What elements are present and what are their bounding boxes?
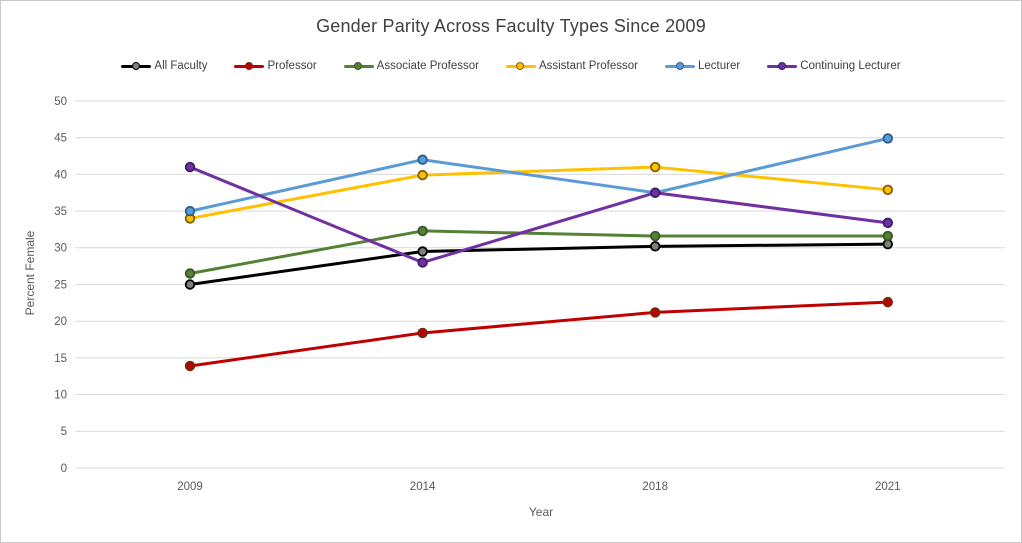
x-tick-label: 2014 — [410, 481, 436, 493]
marker-associate-professor-2009 — [184, 268, 196, 279]
marker-lecturer-2014 — [417, 154, 428, 165]
legend-swatch-icon — [505, 61, 536, 71]
marker-professor-2018 — [650, 307, 661, 318]
x-tick-label: 2018 — [642, 481, 668, 493]
marker-associate-professor-2021 — [882, 230, 894, 242]
legend-swatch-icon — [665, 61, 696, 71]
legend-label: All Faculty — [154, 60, 208, 72]
legend-item-continuing-lecturer: Continuing Lecturer — [767, 60, 901, 72]
marker-associate-professor-2014 — [417, 225, 428, 237]
marker-continuing-lecturer-2014 — [417, 257, 428, 268]
y-tick-label: 35 — [54, 206, 67, 218]
legend-label: Continuing Lecturer — [800, 60, 901, 72]
y-tick-label: 50 — [54, 96, 67, 108]
marker-all-faculty-2014 — [417, 246, 428, 257]
marker-assistant-professor-2018 — [650, 161, 661, 173]
legend-swatch-icon — [767, 61, 798, 71]
legend-marker-icon — [354, 61, 363, 70]
marker-all-faculty-2018 — [650, 241, 661, 252]
marker-continuing-lecturer-2021 — [882, 217, 894, 229]
y-tick-label: 40 — [54, 169, 67, 181]
marker-all-faculty-2009 — [184, 279, 196, 290]
legend-swatch-icon — [234, 61, 265, 71]
marker-continuing-lecturer-2009 — [184, 161, 196, 173]
y-axis-title: Percent Female — [23, 230, 37, 316]
chart-title: Gender Parity Across Faculty Types Since… — [316, 16, 706, 36]
marker-lecturer-2009 — [184, 205, 196, 217]
marker-associate-professor-2018 — [650, 230, 661, 242]
y-tick-label: 10 — [54, 390, 67, 402]
series-line-lecturer — [188, 136, 890, 213]
y-tick-label: 45 — [54, 133, 67, 145]
x-tick-label: 2021 — [875, 481, 901, 493]
legend-item-all-faculty: All Faculty — [121, 60, 207, 72]
marker-professor-2009 — [184, 360, 196, 372]
series-line-assistant-professor — [188, 165, 890, 220]
y-tick-label: 25 — [54, 279, 67, 291]
legend-marker-icon — [675, 61, 684, 70]
legend-label: Associate Professor — [376, 60, 479, 72]
legend-marker-icon — [516, 61, 525, 70]
y-tick-label: 30 — [54, 243, 67, 255]
legend-label: Professor — [267, 60, 317, 72]
marker-assistant-professor-2014 — [417, 169, 428, 181]
legend-item-associate-professor: Associate Professor — [343, 60, 479, 72]
marker-lecturer-2021 — [882, 133, 894, 144]
marker-continuing-lecturer-2018 — [650, 187, 661, 198]
legend: All Faculty Professor Associate Professor A… — [1, 60, 1021, 72]
marker-professor-2014 — [417, 327, 428, 339]
legend-item-professor: Professor — [234, 60, 317, 72]
legend-marker-icon — [777, 61, 786, 70]
legend-label: Lecturer — [698, 60, 741, 72]
legend-label: Assistant Professor — [538, 60, 639, 72]
y-tick-label: 20 — [54, 316, 67, 328]
x-tick-label: 2009 — [177, 481, 203, 493]
legend-marker-icon — [131, 61, 140, 70]
y-tick-label: 0 — [61, 463, 67, 475]
legend-swatch-icon — [121, 61, 152, 71]
marker-professor-2021 — [882, 296, 894, 308]
y-tick-label: 15 — [54, 353, 67, 365]
legend-swatch-icon — [343, 61, 374, 71]
series-line-continuing-lecturer — [188, 165, 890, 264]
legend-item-lecturer: Lecturer — [665, 60, 740, 72]
series-line-professor — [188, 300, 890, 368]
series-line-all-faculty — [188, 242, 890, 286]
marker-assistant-professor-2021 — [882, 184, 894, 196]
legend-marker-icon — [244, 61, 253, 70]
y-tick-label: 5 — [61, 426, 67, 438]
x-axis-title: Year — [528, 505, 554, 519]
legend-item-assistant-professor: Assistant Professor — [505, 60, 639, 72]
series-line-associate-professor — [188, 229, 890, 275]
